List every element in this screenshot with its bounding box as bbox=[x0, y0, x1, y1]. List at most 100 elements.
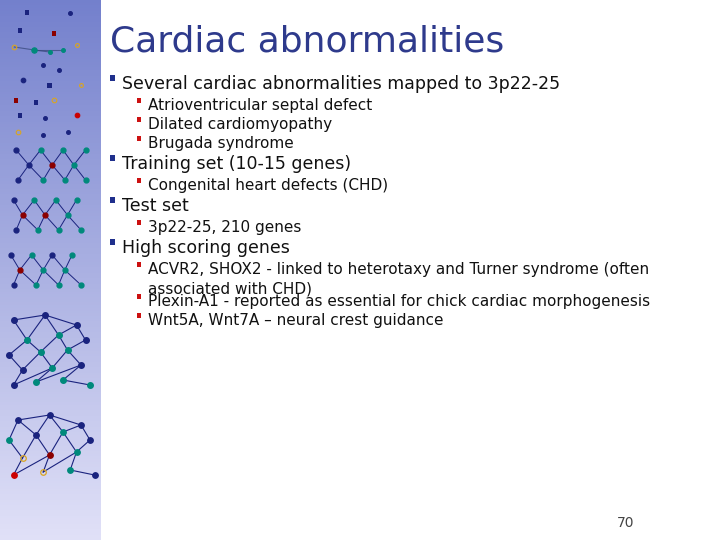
Bar bbox=[0, 330, 101, 335]
Bar bbox=[0, 352, 101, 356]
Bar bbox=[0, 96, 101, 100]
Bar bbox=[0, 414, 101, 418]
Bar bbox=[0, 152, 101, 157]
Bar bbox=[0, 31, 101, 35]
Bar bbox=[0, 263, 101, 267]
Bar bbox=[0, 457, 101, 462]
Bar bbox=[0, 417, 101, 421]
Bar bbox=[137, 262, 141, 267]
Bar bbox=[0, 125, 101, 130]
Bar bbox=[0, 255, 101, 259]
Bar bbox=[0, 52, 101, 57]
Bar bbox=[0, 525, 101, 529]
Bar bbox=[0, 490, 101, 494]
Bar bbox=[0, 44, 101, 49]
Bar bbox=[0, 336, 101, 340]
Bar bbox=[109, 239, 114, 245]
Bar bbox=[0, 201, 101, 205]
Bar bbox=[0, 193, 101, 197]
Bar bbox=[0, 406, 101, 410]
Bar bbox=[0, 166, 101, 170]
Bar bbox=[52, 30, 56, 36]
Bar bbox=[0, 530, 101, 535]
Bar bbox=[0, 463, 101, 467]
Bar bbox=[0, 1, 101, 5]
Bar bbox=[0, 69, 101, 73]
Bar bbox=[48, 83, 52, 87]
Bar bbox=[0, 474, 101, 478]
Bar bbox=[0, 20, 101, 24]
Bar bbox=[0, 309, 101, 313]
Bar bbox=[24, 10, 30, 15]
Bar bbox=[0, 204, 101, 208]
Bar bbox=[0, 87, 101, 92]
Bar bbox=[0, 90, 101, 94]
Bar bbox=[0, 187, 101, 192]
Bar bbox=[0, 25, 101, 30]
Bar bbox=[0, 347, 101, 351]
Bar bbox=[0, 33, 101, 38]
Text: Wnt5A, Wnt7A – neural crest guidance: Wnt5A, Wnt7A – neural crest guidance bbox=[148, 313, 444, 328]
Bar bbox=[0, 398, 101, 402]
Bar bbox=[0, 249, 101, 254]
Bar bbox=[0, 106, 101, 111]
Bar bbox=[0, 74, 101, 78]
Bar bbox=[0, 295, 101, 300]
Bar bbox=[0, 298, 101, 302]
Bar bbox=[0, 468, 101, 472]
Bar bbox=[0, 492, 101, 497]
Bar bbox=[0, 422, 101, 427]
Bar bbox=[0, 449, 101, 454]
Bar bbox=[0, 495, 101, 500]
Bar bbox=[0, 114, 101, 119]
Bar bbox=[0, 344, 101, 348]
Bar bbox=[0, 447, 101, 451]
Text: ACVR2, SHOX2 - linked to heterotaxy and Turner syndrome (often
associated with C: ACVR2, SHOX2 - linked to heterotaxy and … bbox=[148, 262, 649, 297]
Bar bbox=[137, 313, 141, 318]
Bar bbox=[0, 312, 101, 316]
Bar bbox=[0, 168, 101, 173]
Bar bbox=[0, 247, 101, 251]
Bar bbox=[17, 28, 22, 32]
Bar bbox=[0, 79, 101, 84]
Bar bbox=[0, 355, 101, 359]
Bar bbox=[0, 322, 101, 327]
Bar bbox=[0, 511, 101, 516]
Bar bbox=[0, 182, 101, 186]
Bar bbox=[0, 285, 101, 289]
Bar bbox=[0, 85, 101, 89]
Bar bbox=[0, 276, 101, 281]
Bar bbox=[0, 55, 101, 59]
Bar bbox=[0, 133, 101, 138]
Bar bbox=[0, 514, 101, 518]
Bar bbox=[0, 160, 101, 165]
Text: Atrioventricular septal defect: Atrioventricular septal defect bbox=[148, 98, 373, 113]
Bar bbox=[0, 233, 101, 238]
Bar bbox=[0, 158, 101, 162]
Bar bbox=[0, 112, 101, 116]
Bar bbox=[0, 409, 101, 413]
Text: Cardiac abnormalities: Cardiac abnormalities bbox=[109, 25, 504, 59]
Bar bbox=[0, 214, 101, 219]
Bar bbox=[0, 333, 101, 338]
Bar bbox=[0, 317, 101, 321]
Bar bbox=[0, 136, 101, 140]
Bar bbox=[0, 384, 101, 389]
Bar bbox=[0, 131, 101, 135]
Bar bbox=[0, 155, 101, 159]
Bar bbox=[0, 15, 101, 19]
Bar bbox=[0, 425, 101, 429]
Bar bbox=[0, 4, 101, 8]
Bar bbox=[0, 325, 101, 329]
Bar bbox=[0, 206, 101, 211]
Bar bbox=[0, 150, 101, 154]
Bar bbox=[0, 436, 101, 440]
Bar bbox=[0, 282, 101, 286]
Bar bbox=[0, 482, 101, 486]
Bar bbox=[0, 117, 101, 122]
Bar bbox=[0, 433, 101, 437]
Text: Dilated cardiomyopathy: Dilated cardiomyopathy bbox=[148, 117, 333, 132]
Bar bbox=[0, 190, 101, 194]
Bar bbox=[0, 98, 101, 103]
Bar bbox=[0, 120, 101, 124]
